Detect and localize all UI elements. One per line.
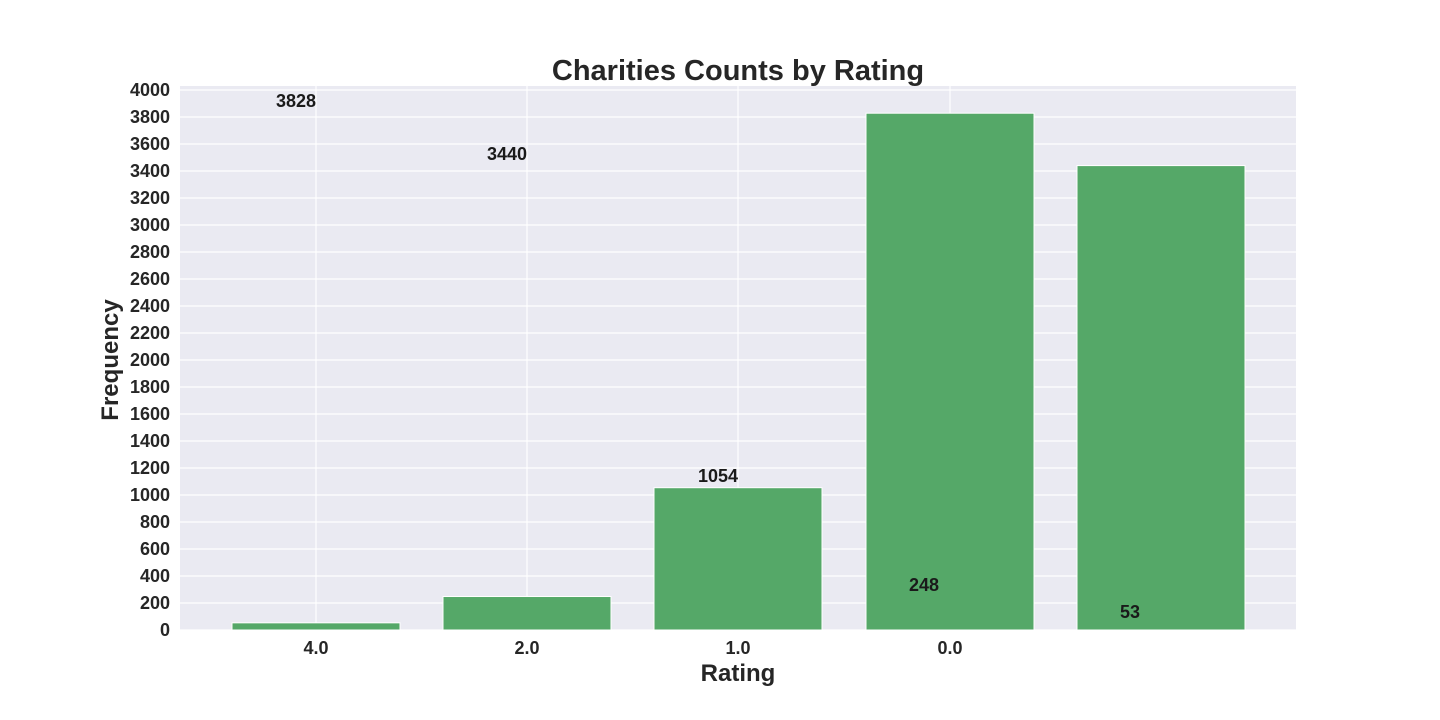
bar [442,596,612,631]
data-label: 248 [909,575,939,595]
y-tick-label: 3600 [130,134,170,154]
y-tick-label: 3800 [130,107,170,127]
bars [231,112,1246,631]
y-tick-label: 2800 [130,242,170,262]
data-labels: 3828 3440 1054 248 53 [276,91,1140,622]
y-tick-label: 200 [140,593,170,613]
bar [653,487,823,631]
x-tick-label: 0.0 [937,638,962,658]
y-tick-label: 800 [140,512,170,532]
data-label: 3828 [276,91,316,111]
y-tick-label: 3200 [130,188,170,208]
chart-title: Charities Counts by Rating [552,55,924,87]
y-tick-label: 3400 [130,161,170,181]
y-tick-label: 0 [160,620,170,640]
x-tick-label: 4.0 [303,638,328,658]
y-tick-label: 1400 [130,431,170,451]
data-label: 1054 [698,466,738,486]
y-tick-label: 1000 [130,485,170,505]
data-label: 3440 [487,144,527,164]
y-tick-label: 1600 [130,404,170,424]
y-tick-label: 4000 [130,80,170,100]
y-tick-label: 3000 [130,215,170,235]
y-axis-label: Frequency [97,299,124,421]
y-tick-label: 2400 [130,296,170,316]
x-axis-ticks: 4.0 2.0 1.0 0.0 [303,638,962,658]
x-tick-label: 1.0 [725,638,750,658]
x-axis-label: Rating [701,660,776,687]
bar [865,112,1035,631]
y-tick-label: 1200 [130,458,170,478]
y-axis-ticks: 0 200 400 600 800 1000 1200 1400 1600 1800 2000 220… [130,80,170,640]
bar [231,622,401,631]
y-tick-label: 600 [140,539,170,559]
y-tick-label: 2600 [130,269,170,289]
y-tick-label: 2000 [130,350,170,370]
x-tick-label: 2.0 [514,638,539,658]
y-tick-label: 2200 [130,323,170,343]
data-label: 53 [1120,602,1140,622]
y-tick-label: 400 [140,566,170,586]
bar [1076,165,1246,631]
y-tick-label: 1800 [130,377,170,397]
